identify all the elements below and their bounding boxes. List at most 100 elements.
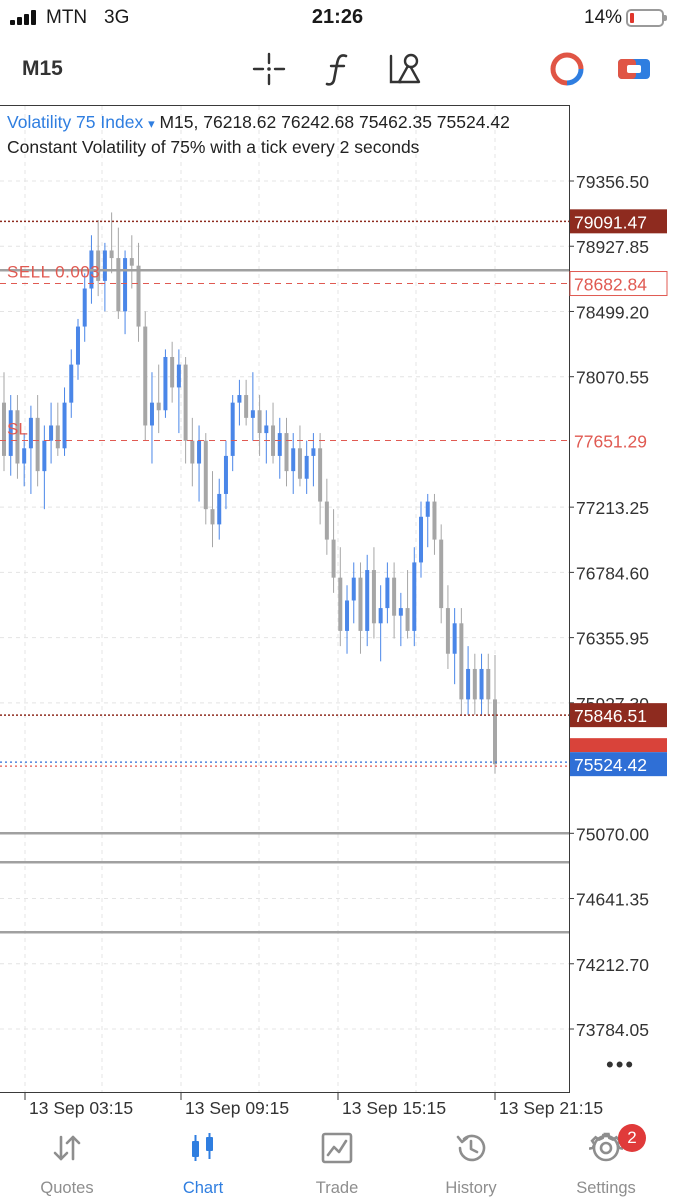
- candle-body: [338, 577, 343, 631]
- bid-price-tag-label: 75524.42: [574, 755, 647, 775]
- x-tick-label: 13 Sep 03:15: [29, 1098, 133, 1118]
- signal-strength-icon: [10, 9, 40, 25]
- gear-icon: [589, 1132, 623, 1162]
- y-tick-label: 77213.25: [576, 498, 649, 518]
- candle-body: [96, 250, 101, 281]
- sell-price-tag-box: [569, 271, 668, 297]
- trade-circle-icon[interactable]: [548, 50, 586, 88]
- more-options-icon[interactable]: •••: [606, 1052, 636, 1077]
- one-click-trading-icon[interactable]: [615, 50, 653, 88]
- objects-icon[interactable]: [387, 50, 425, 88]
- crosshair-icon[interactable]: [250, 50, 288, 88]
- bid-price-tag-box: [570, 752, 667, 777]
- candle-body: [28, 417, 33, 449]
- nav-label: Trade: [315, 1179, 359, 1197]
- candle-body: [311, 448, 316, 456]
- candle-body: [183, 364, 188, 441]
- candle-body: [378, 608, 383, 624]
- price-tag-box: [570, 703, 667, 728]
- candle-body: [176, 364, 181, 388]
- candle-body: [405, 608, 410, 631]
- candle-body: [190, 440, 195, 464]
- candle-body: [371, 570, 376, 624]
- nav-history[interactable]: History: [411, 1125, 531, 1200]
- candle-body: [493, 699, 497, 765]
- candle-body: [82, 288, 87, 327]
- candle-body: [197, 440, 202, 464]
- stop-loss-price-tag-box: [570, 428, 667, 453]
- y-tick-label: 74212.70: [576, 955, 649, 975]
- status-bar: MTN 3G 21:26 14%: [0, 0, 675, 36]
- candle-body: [55, 425, 60, 449]
- candlestick-chart[interactable]: 79356.50 78927.85 78499.20 78070.55 77213.25…: [0, 0, 675, 1125]
- candle-body: [250, 410, 255, 418]
- candle-body: [22, 448, 27, 464]
- candle-body: [8, 410, 13, 456]
- indicator-function-icon[interactable]: [320, 50, 358, 88]
- candle-body: [109, 250, 114, 259]
- candle-body: [412, 562, 417, 631]
- nav-label: Quotes: [40, 1179, 94, 1197]
- candle-body: [35, 417, 40, 472]
- price-tag-label: 75846.51: [574, 706, 647, 726]
- x-tick-label: 13 Sep 09:15: [185, 1098, 289, 1118]
- candle-body: [102, 250, 107, 281]
- timeframe-button[interactable]: M15: [22, 57, 63, 80]
- candle-body: [123, 258, 128, 312]
- trade-icon: [321, 1132, 353, 1164]
- candle-body: [203, 440, 208, 510]
- network-type: 3G: [104, 7, 130, 28]
- candle-body: [217, 493, 222, 525]
- ask-price-tag: [570, 738, 667, 753]
- nav-settings[interactable]: Settings: [546, 1125, 666, 1200]
- symbol-name[interactable]: Volatility 75 Index: [7, 112, 144, 132]
- candle-body: [419, 516, 424, 563]
- candle-body: [163, 356, 168, 411]
- candle-body: [439, 539, 444, 609]
- price-tag-box: [570, 209, 667, 234]
- candle-body: [324, 501, 329, 540]
- nav-label: Chart: [182, 1179, 224, 1197]
- nav-chart[interactable]: Chart: [143, 1125, 263, 1200]
- candle-body: [425, 501, 430, 517]
- x-tick-label: 13 Sep 21:15: [499, 1098, 603, 1118]
- symbol-dropdown-icon[interactable]: ▾: [148, 116, 155, 131]
- candle-body: [136, 265, 141, 327]
- nav-trade[interactable]: Trade: [277, 1125, 397, 1200]
- y-tick-label: 75070.00: [576, 824, 649, 844]
- candle-body: [385, 577, 390, 609]
- y-tick-label: 79356.50: [576, 172, 649, 192]
- candle-body: [304, 455, 309, 479]
- candle-body: [331, 539, 336, 578]
- candle-body: [2, 402, 6, 456]
- stop-loss-price-tag-label: 77651.29: [574, 431, 647, 451]
- candle-body: [143, 326, 148, 426]
- candle-body: [472, 668, 477, 700]
- candle-body: [62, 402, 67, 449]
- candle-body: [42, 440, 47, 472]
- sell-price-tag-label: 78682.84: [574, 275, 647, 295]
- candle-body: [129, 258, 134, 266]
- candle-body: [230, 402, 235, 456]
- stop-loss-label: SL: [7, 419, 28, 438]
- candle-body: [75, 326, 80, 365]
- status-time: 21:26: [311, 6, 364, 28]
- candle-body: [170, 356, 175, 388]
- y-tick-label: 78499.20: [576, 302, 649, 322]
- candle-body: [466, 668, 471, 700]
- nav-label: History: [445, 1179, 497, 1197]
- bottom-navigation: Quotes Chart Trade History: [0, 1125, 675, 1200]
- y-tick-label: 76355.95: [576, 629, 649, 649]
- candle-body: [479, 668, 484, 700]
- candle-body: [486, 668, 491, 700]
- nav-quotes[interactable]: Quotes: [7, 1125, 127, 1200]
- candle-body: [351, 577, 356, 601]
- candle-body: [284, 433, 289, 472]
- candle-body: [277, 433, 282, 456]
- candle-body: [318, 448, 323, 502]
- carrier-name: MTN: [46, 7, 88, 28]
- chart-toolbar: M15: [0, 36, 675, 102]
- candle-body: [223, 455, 228, 494]
- chart-area[interactable]: [0, 105, 570, 1093]
- battery-percent: 14%: [584, 7, 623, 28]
